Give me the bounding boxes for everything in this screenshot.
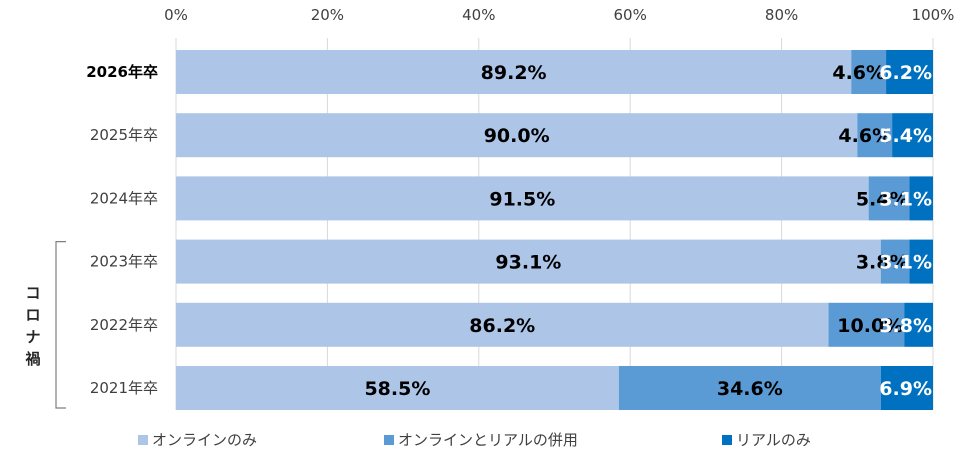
bar-segment bbox=[176, 366, 619, 410]
covid-bracket: コロナ禍 bbox=[24, 241, 66, 409]
bar-segment bbox=[618, 366, 881, 410]
x-tick-label: 60% bbox=[614, 6, 647, 24]
bar-segment bbox=[909, 176, 933, 221]
data-label: 4.6% bbox=[838, 125, 891, 147]
bar-segment bbox=[880, 239, 910, 284]
category-label: 2023年卒 bbox=[90, 253, 158, 271]
bracket-label: コロナ禍 bbox=[24, 284, 40, 368]
legend-label: オンラインとリアルの併用 bbox=[398, 431, 578, 449]
bar-segment bbox=[880, 366, 933, 410]
data-label: 5.4% bbox=[879, 125, 932, 147]
legend-swatch bbox=[722, 435, 732, 445]
data-label: 89.2% bbox=[481, 62, 547, 84]
bracket-line bbox=[55, 241, 66, 409]
x-axis-ticks: 0% 20% 40% 60% 80% 100% bbox=[164, 6, 954, 24]
data-label: 3.8% bbox=[856, 252, 909, 274]
x-tick-label: 0% bbox=[164, 6, 188, 24]
data-label: 10.0% bbox=[837, 315, 903, 337]
data-label: 5.4% bbox=[856, 188, 909, 210]
category-axis: 2026年卒 2025年卒 2024年卒 2023年卒 2022年卒 2021年卒 bbox=[86, 63, 158, 397]
data-label: 3.8% bbox=[879, 315, 932, 337]
data-label: 91.5% bbox=[489, 188, 555, 210]
bar-segment bbox=[176, 239, 881, 284]
data-label: 3.1% bbox=[879, 188, 932, 210]
bar-segment bbox=[176, 302, 829, 347]
bars-layer: 89.2% 4.6%6.2%90.0% 4.6%5.4%91.5% 5.4%3.1%9… bbox=[176, 50, 933, 410]
bar-segment bbox=[176, 113, 858, 158]
bar-segment bbox=[886, 50, 933, 94]
legend-swatch bbox=[138, 435, 148, 445]
legend: オンラインのみ オンラインとリアルの併用 リアルのみ bbox=[138, 431, 811, 449]
bar-segment bbox=[851, 50, 887, 94]
bar-segment bbox=[828, 302, 905, 347]
category-label: 2024年卒 bbox=[90, 189, 158, 207]
legend-label: オンラインのみ bbox=[152, 431, 257, 449]
bar-segment bbox=[176, 176, 869, 221]
data-label: 34.6% bbox=[717, 378, 783, 400]
x-tick-label: 40% bbox=[462, 6, 495, 24]
bar-segment bbox=[857, 113, 893, 158]
bar-segment bbox=[904, 302, 933, 347]
data-label: 3.1% bbox=[879, 252, 932, 274]
grid-layer bbox=[175, 38, 934, 410]
data-label: 90.0% bbox=[484, 125, 550, 147]
x-tick-label: 80% bbox=[765, 6, 798, 24]
bar-segment bbox=[176, 50, 852, 94]
bar-segment bbox=[909, 239, 933, 284]
category-label: 2026年卒 bbox=[86, 63, 158, 81]
data-label: 6.9% bbox=[879, 378, 932, 400]
category-label: 2025年卒 bbox=[90, 126, 158, 144]
category-label: 2022年卒 bbox=[90, 316, 158, 334]
data-label: 58.5% bbox=[364, 378, 430, 400]
bar-segment bbox=[868, 176, 910, 221]
legend-label: リアルのみ bbox=[736, 431, 811, 449]
data-label: 6.2% bbox=[879, 62, 932, 84]
data-label: 4.6% bbox=[832, 62, 885, 84]
bar-segment bbox=[892, 113, 933, 158]
legend-swatch bbox=[384, 435, 394, 445]
category-label: 2021年卒 bbox=[90, 379, 158, 397]
x-tick-label: 20% bbox=[311, 6, 344, 24]
data-label: 86.2% bbox=[469, 315, 535, 337]
x-tick-label: 100% bbox=[912, 6, 955, 24]
data-label: 93.1% bbox=[495, 252, 561, 274]
